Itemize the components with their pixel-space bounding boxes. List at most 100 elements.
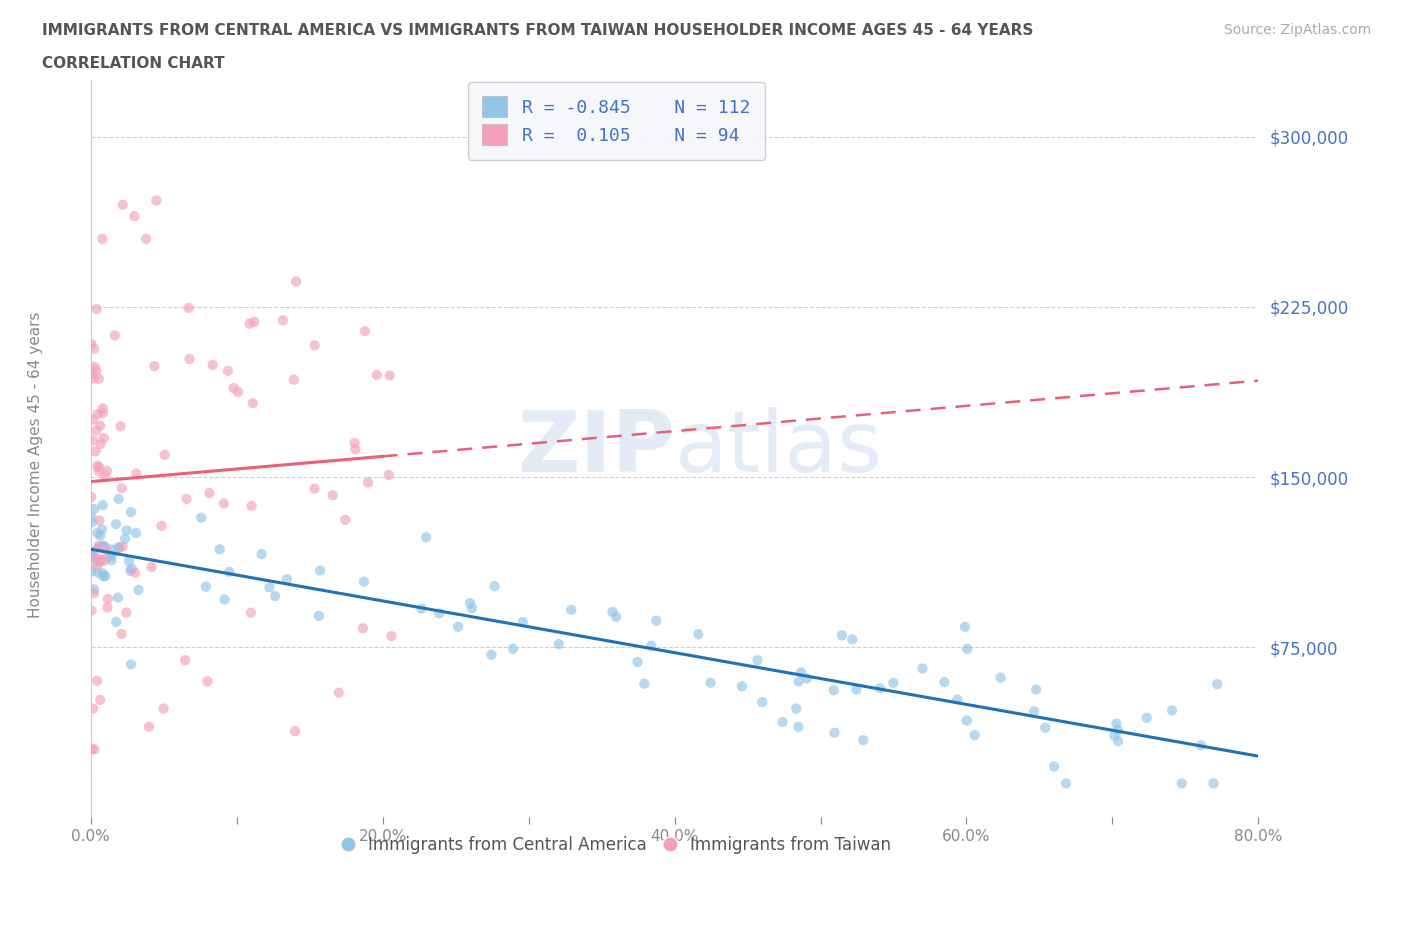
- Point: [93, 568, 115, 583]
- Point: [731, 679, 754, 694]
- Point: [352, 621, 374, 636]
- Point: [94, 553, 117, 568]
- Point: [87, 538, 110, 553]
- Point: [80, 510, 103, 525]
- Point: [946, 692, 969, 707]
- Point: [86, 525, 108, 540]
- Point: [124, 208, 146, 223]
- Point: [89, 552, 111, 567]
- Point: [83, 586, 105, 601]
- Point: [787, 720, 810, 735]
- Point: [84, 444, 107, 458]
- Point: [602, 604, 624, 619]
- Point: [86, 559, 108, 574]
- Point: [239, 316, 262, 331]
- Point: [94, 543, 117, 558]
- Point: [869, 681, 891, 696]
- Point: [153, 447, 176, 462]
- Point: [353, 324, 375, 339]
- Point: [271, 312, 294, 327]
- Point: [80, 365, 103, 380]
- Point: [378, 368, 401, 383]
- Point: [111, 481, 134, 496]
- Point: [484, 578, 506, 593]
- Point: [198, 485, 221, 500]
- Text: IMMIGRANTS FROM CENTRAL AMERICA VS IMMIGRANTS FROM TAIWAN HOUSEHOLDER INCOME AGE: IMMIGRANTS FROM CENTRAL AMERICA VS IMMIG…: [42, 23, 1033, 38]
- Point: [633, 676, 655, 691]
- Point: [89, 693, 111, 708]
- Text: ZIP: ZIP: [517, 407, 675, 490]
- Point: [322, 488, 344, 503]
- Point: [605, 609, 627, 624]
- Point: [1054, 776, 1077, 790]
- Point: [823, 683, 845, 698]
- Point: [1107, 734, 1129, 749]
- Point: [93, 538, 115, 553]
- Point: [100, 552, 122, 567]
- Point: [283, 372, 305, 387]
- Point: [852, 733, 875, 748]
- Point: [415, 530, 437, 545]
- Point: [98, 550, 121, 565]
- Point: [91, 522, 114, 537]
- Point: [91, 401, 114, 416]
- Point: [110, 627, 132, 642]
- Point: [627, 655, 650, 670]
- Point: [82, 549, 104, 564]
- Point: [120, 505, 142, 520]
- Point: [796, 671, 818, 686]
- Point: [380, 629, 402, 644]
- Point: [120, 657, 142, 671]
- Point: [115, 605, 138, 620]
- Point: [640, 638, 662, 653]
- Point: [86, 673, 108, 688]
- Point: [328, 685, 350, 700]
- Point: [145, 193, 167, 207]
- Point: [502, 642, 524, 657]
- Point: [212, 496, 235, 511]
- Point: [83, 371, 105, 386]
- Point: [955, 713, 977, 728]
- Point: [1136, 711, 1159, 725]
- Point: [218, 565, 240, 579]
- Point: [276, 572, 298, 587]
- Point: [344, 442, 367, 457]
- Point: [89, 528, 111, 543]
- Point: [285, 274, 308, 289]
- Point: [87, 464, 110, 479]
- Text: Householder Income Ages 45 - 64 years: Householder Income Ages 45 - 64 years: [28, 312, 42, 618]
- Point: [357, 475, 380, 490]
- Point: [89, 554, 111, 569]
- Point: [304, 338, 326, 352]
- Point: [90, 436, 112, 451]
- Point: [953, 619, 976, 634]
- Point: [845, 683, 868, 698]
- Point: [447, 619, 470, 634]
- Point: [80, 742, 103, 757]
- Point: [240, 498, 263, 513]
- Point: [699, 675, 721, 690]
- Point: [80, 564, 103, 578]
- Point: [787, 674, 810, 689]
- Point: [222, 380, 245, 395]
- Point: [89, 418, 111, 433]
- Point: [214, 592, 236, 607]
- Point: [80, 514, 103, 529]
- Point: [89, 551, 111, 566]
- Point: [250, 547, 273, 562]
- Point: [91, 565, 114, 580]
- Point: [1025, 682, 1047, 697]
- Point: [1202, 776, 1225, 790]
- Point: [105, 615, 128, 630]
- Point: [427, 606, 450, 621]
- Point: [190, 511, 212, 525]
- Text: Source: ZipAtlas.com: Source: ZipAtlas.com: [1223, 23, 1371, 37]
- Point: [831, 628, 853, 643]
- Point: [83, 582, 105, 597]
- Point: [138, 719, 160, 734]
- Point: [176, 491, 198, 506]
- Point: [194, 579, 217, 594]
- Point: [120, 564, 142, 578]
- Point: [100, 542, 122, 557]
- Point: [785, 701, 807, 716]
